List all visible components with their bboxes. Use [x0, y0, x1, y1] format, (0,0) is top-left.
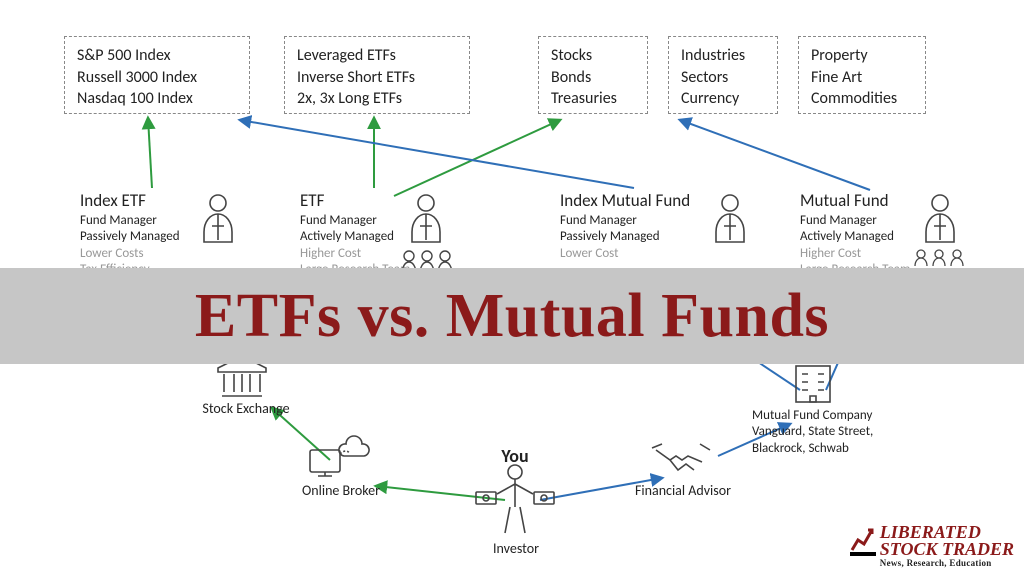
- fund-line: Lower Cost: [560, 246, 690, 262]
- fund-line: Fund Manager: [80, 213, 180, 229]
- label-mfc: Mutual Fund Company Vanguard, State Stre…: [752, 408, 912, 457]
- box-line: Stocks: [551, 45, 635, 67]
- box-line: Industries: [681, 45, 765, 67]
- handshake-icon: [650, 440, 712, 480]
- box-line: Inverse Short ETFs: [297, 67, 457, 89]
- logo-mark-icon: [850, 524, 876, 558]
- box-assets-3: Property Fine Art Commodities: [798, 36, 926, 114]
- box-line: 2x, 3x Long ETFs: [297, 88, 457, 110]
- logo-tagline: News, Research, Education: [880, 558, 1014, 568]
- box-line: Commodities: [811, 88, 913, 110]
- box-line: Sectors: [681, 67, 765, 89]
- fund-title: Mutual Fund: [800, 190, 910, 211]
- fund-title: Index ETF: [80, 190, 180, 211]
- fund-line: Lower Costs: [80, 246, 180, 262]
- box-line: Property: [811, 45, 913, 67]
- box-line: Bonds: [551, 67, 635, 89]
- main-title: ETFs vs. Mutual Funds: [195, 281, 829, 352]
- fund-line: Passively Managed: [80, 229, 180, 245]
- box-index-targets: S&P 500 Index Russell 3000 Index Nasdaq …: [64, 36, 250, 114]
- person-icon: [920, 192, 960, 248]
- mfc-line: Blackrock, Schwab: [752, 441, 912, 457]
- office-building-icon: [790, 360, 836, 406]
- fund-line: Fund Manager: [560, 213, 690, 229]
- fund-line: Passively Managed: [560, 229, 690, 245]
- box-line: Russell 3000 Index: [77, 67, 237, 89]
- computer-cloud-icon: [306, 432, 370, 480]
- fund-line: Fund Manager: [800, 213, 910, 229]
- label-investor: Investor: [486, 540, 546, 557]
- fund-line: Higher Cost: [300, 246, 410, 262]
- fund-title: Index Mutual Fund: [560, 190, 690, 211]
- box-line: Leveraged ETFs: [297, 45, 457, 67]
- diagram-canvas: S&P 500 Index Russell 3000 Index Nasdaq …: [0, 0, 1024, 576]
- fund-line: Actively Managed: [300, 229, 410, 245]
- investor-icon: [470, 462, 560, 540]
- logo-line-2: STOCK TRADER: [880, 541, 1014, 558]
- mfc-line: Vanguard, State Street,: [752, 424, 912, 440]
- box-line: Currency: [681, 88, 765, 110]
- person-icon: [198, 192, 238, 248]
- label-financial-advisor: Financial Advisor: [628, 482, 738, 499]
- fund-line: Fund Manager: [300, 213, 410, 229]
- brand-logo: LIBERATED STOCK TRADER News, Research, E…: [880, 524, 1014, 568]
- box-assets-2: Industries Sectors Currency: [668, 36, 778, 114]
- box-line: Nasdaq 100 Index: [77, 88, 237, 110]
- person-icon: [406, 192, 446, 248]
- box-line: Fine Art: [811, 67, 913, 89]
- label-online-broker: Online Broker: [296, 482, 386, 499]
- title-band: ETFs vs. Mutual Funds: [0, 268, 1024, 364]
- box-line: S&P 500 Index: [77, 45, 237, 67]
- fund-mutual: Mutual Fund Fund Manager Actively Manage…: [800, 190, 910, 278]
- fund-line: Higher Cost: [800, 246, 910, 262]
- fund-etf: ETF Fund Manager Actively Managed Higher…: [300, 190, 410, 278]
- fund-index-mutual: Index Mutual Fund Fund Manager Passively…: [560, 190, 690, 262]
- label-stock-exchange: Stock Exchange: [196, 400, 296, 417]
- fund-title: ETF: [300, 190, 410, 211]
- box-assets-1: Stocks Bonds Treasuries: [538, 36, 648, 114]
- box-etf-variants: Leveraged ETFs Inverse Short ETFs 2x, 3x…: [284, 36, 470, 114]
- mfc-line: Mutual Fund Company: [752, 408, 912, 424]
- fund-index-etf: Index ETF Fund Manager Passively Managed…: [80, 190, 180, 278]
- box-line: Treasuries: [551, 88, 635, 110]
- person-icon: [710, 192, 750, 248]
- fund-line: Actively Managed: [800, 229, 910, 245]
